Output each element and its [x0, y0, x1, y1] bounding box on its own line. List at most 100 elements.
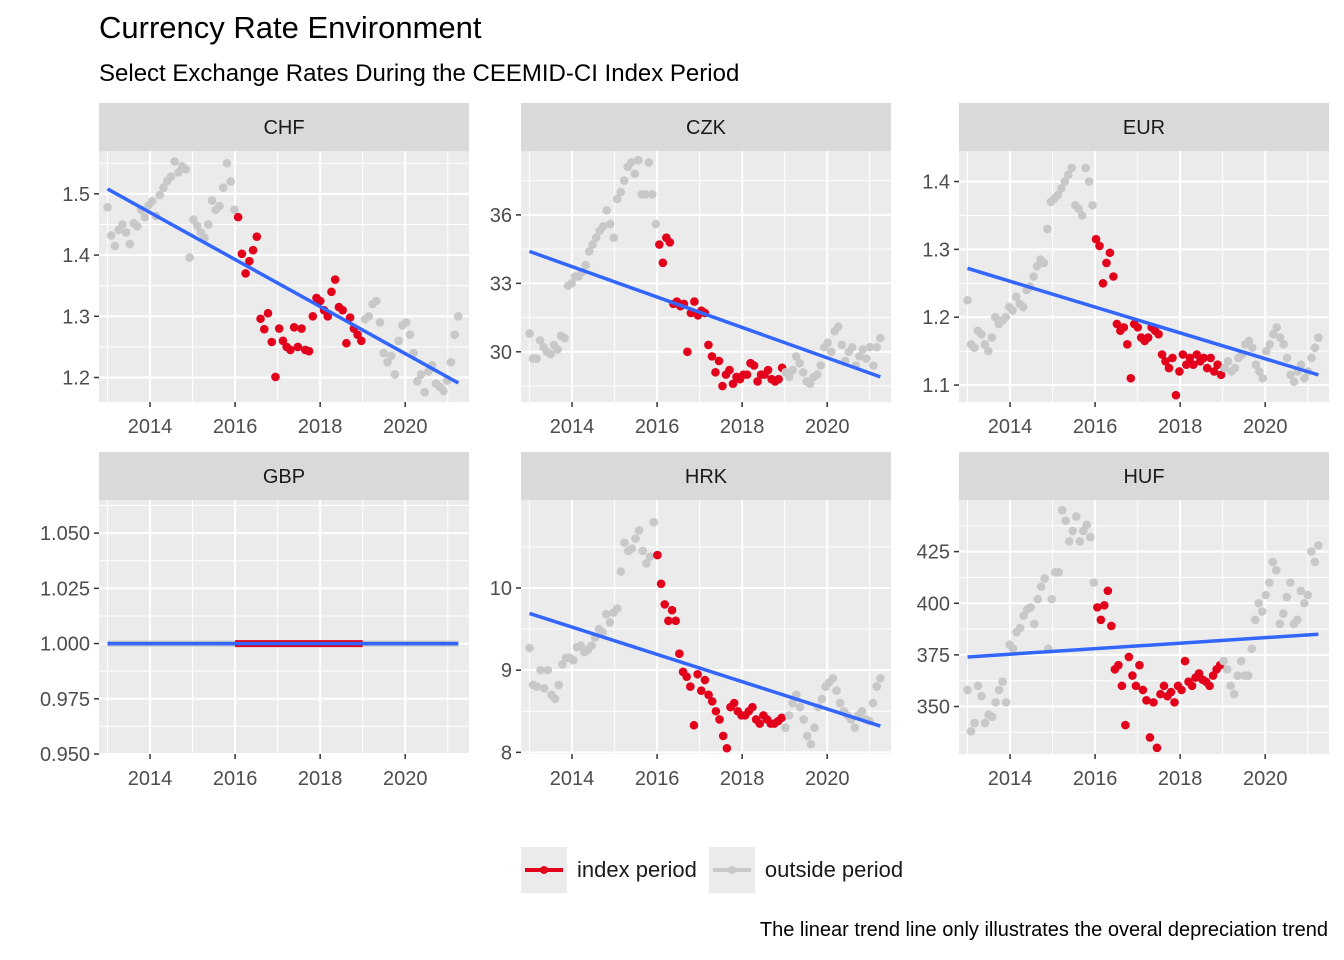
data-point-outside — [987, 333, 997, 342]
data-point-index — [722, 743, 732, 753]
facet-strip-label: GBP — [263, 466, 305, 488]
data-point-index — [1114, 660, 1123, 670]
panel-background — [99, 500, 469, 754]
data-point-outside — [795, 358, 804, 368]
data-point-outside — [192, 221, 202, 230]
data-point-index — [1128, 671, 1137, 680]
legend-item-outside: outside period — [708, 847, 904, 893]
data-point-outside — [207, 196, 217, 205]
data-point-outside — [569, 655, 578, 665]
data-point-outside — [450, 330, 459, 339]
y-tick-label: 36 — [490, 205, 512, 227]
panel-chf: CHF 1.2 1.3 1.4 1.5 2014 2016 2018 2020 — [62, 103, 469, 438]
data-point-outside — [532, 682, 542, 691]
facet-strip-label: HUF — [1123, 466, 1164, 488]
data-point-index — [1206, 353, 1215, 363]
data-point-index — [1159, 681, 1169, 691]
data-point-index — [653, 550, 662, 560]
data-point-index — [742, 370, 752, 379]
data-point-index — [696, 686, 706, 696]
data-point-index — [718, 731, 728, 741]
data-point-index — [1124, 652, 1134, 662]
data-point-outside — [1296, 360, 1306, 369]
data-point-outside — [121, 228, 131, 237]
x-tick-label: 2018 — [298, 768, 343, 790]
facet-strip — [99, 452, 469, 500]
data-point-outside — [546, 349, 555, 359]
x-tick-label: 2020 — [805, 416, 850, 438]
data-point-outside — [1077, 211, 1087, 220]
panel-background — [99, 151, 469, 402]
trend-line — [106, 187, 460, 385]
data-point-index — [774, 374, 783, 384]
data-point-outside — [416, 370, 426, 379]
data-point-index — [718, 381, 727, 391]
data-point-outside — [1293, 615, 1302, 625]
data-point-outside — [371, 296, 381, 306]
data-point-outside — [823, 338, 833, 347]
x-tick-label: 2020 — [805, 768, 850, 790]
data-point-outside — [591, 233, 601, 243]
data-point-outside — [1289, 377, 1299, 386]
data-point-outside — [1268, 557, 1278, 567]
data-point-outside — [817, 694, 827, 704]
x-tick-label: 2016 — [213, 768, 258, 790]
data-point-outside — [379, 348, 389, 358]
legend-key-index — [521, 847, 567, 893]
data-point-outside — [991, 698, 1000, 707]
y-tick-label: 0.950 — [40, 744, 90, 766]
data-point-outside — [640, 190, 650, 199]
x-tick-label: 2014 — [128, 768, 173, 790]
data-point-outside — [1008, 644, 1018, 653]
data-point-outside — [215, 201, 224, 211]
data-point-outside — [103, 203, 112, 212]
data-point-outside — [1047, 594, 1057, 604]
data-point-outside — [1236, 656, 1246, 666]
data-point-outside — [1268, 329, 1278, 339]
data-point-outside — [644, 158, 654, 167]
data-point-outside — [872, 682, 882, 691]
data-point-outside — [1303, 590, 1313, 600]
data-point-index — [256, 314, 265, 324]
data-point-outside — [1222, 665, 1232, 674]
data-point-outside — [784, 711, 794, 720]
trend-line — [967, 632, 1319, 659]
data-point-outside — [795, 702, 805, 712]
legend-label-outside: outside period — [764, 857, 904, 882]
y-tick-label: 1.4 — [922, 172, 950, 194]
data-point-index — [665, 237, 675, 247]
data-point-index — [704, 340, 713, 350]
data-point-outside — [1063, 170, 1073, 180]
x-tick-label: 2016 — [635, 768, 680, 790]
data-point-outside — [1272, 323, 1281, 332]
data-point-outside — [118, 220, 127, 229]
data-point-outside — [1053, 190, 1063, 200]
data-point-outside — [1026, 603, 1035, 612]
data-point-outside — [1278, 609, 1288, 618]
trend-line — [528, 611, 881, 728]
data-point-index — [241, 269, 250, 278]
data-point-outside — [651, 219, 661, 229]
data-point-outside — [1248, 343, 1257, 353]
data-point-outside — [605, 219, 615, 229]
data-point-outside — [788, 698, 797, 708]
data-point-outside — [1081, 163, 1090, 173]
data-point-outside — [390, 370, 400, 379]
data-point-outside — [602, 206, 611, 215]
data-point-index — [1133, 323, 1143, 332]
data-point-outside — [1243, 671, 1253, 680]
data-point-index — [267, 337, 277, 347]
data-point-outside — [159, 183, 168, 193]
data-point-index — [729, 698, 739, 708]
facet-strip — [99, 103, 469, 151]
data-point-outside — [868, 698, 878, 708]
data-point-index — [667, 605, 677, 615]
data-point-outside — [862, 354, 871, 363]
data-point-outside — [535, 336, 545, 345]
data-point-outside — [1229, 689, 1239, 699]
data-point-outside — [876, 333, 885, 343]
data-point-outside — [828, 674, 838, 683]
data-point-index — [1157, 350, 1167, 359]
data-point-outside — [1061, 516, 1071, 525]
data-point-index — [777, 713, 786, 723]
